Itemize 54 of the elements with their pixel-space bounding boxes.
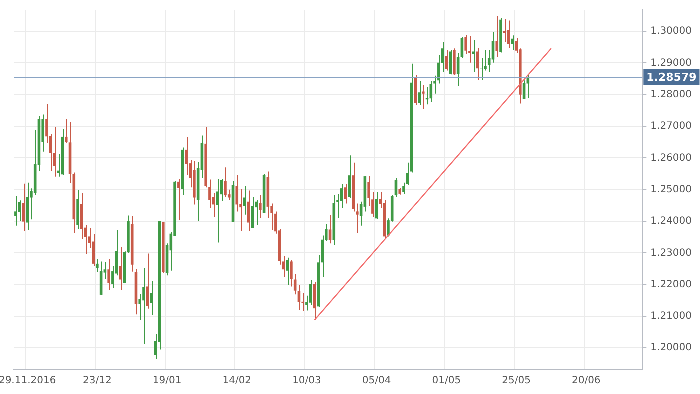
candlestick [496,16,499,58]
candlestick [422,84,425,110]
candlestick [64,119,68,144]
candlestick [328,214,332,244]
candlestick [456,52,460,86]
candlestick [236,174,239,212]
candlestick [216,178,220,244]
y-tick-label: 1.21000 [650,311,692,322]
x-tick-label: 01/05 [432,376,462,387]
candlestick [522,80,526,100]
candlestick [119,246,122,292]
candlestick [142,268,146,345]
candlestick [286,257,289,286]
candlestick [243,186,246,216]
x-tick-label: 14/02 [222,376,252,387]
candlestick [464,34,468,55]
x-tick-label: 29.11.2016 [0,376,56,387]
x-tick-label: 05/04 [362,376,392,387]
y-tick-label: 1.26000 [650,152,692,164]
y-tick-label: 1.20000 [650,342,692,354]
ref-line-label: 1.28579 [646,70,697,84]
candlestick [247,190,250,232]
y-tick-label: 1.23000 [650,248,692,259]
candlestick [146,253,150,310]
candlestick [418,80,421,106]
candlestick [96,259,99,273]
candlestick [255,200,258,226]
y-tick-label: 1.22000 [650,279,692,290]
candlestick [100,261,103,296]
y-tick-label: 1.29000 [650,58,692,69]
candlestick [290,260,293,288]
candlestick [259,195,262,219]
candlestick [14,196,18,226]
x-tick-label: 25/05 [502,376,531,387]
y-tick-label: 1.25000 [650,184,692,196]
candlestick [224,167,227,198]
candlestick [468,36,472,64]
y-tick-label: 1.30000 [650,26,692,38]
x-tick-label: 23/12 [83,376,112,387]
candlestick [344,184,348,204]
candlestick [460,36,464,59]
y-tick-label: 1.28000 [650,89,692,100]
candlestick [449,50,452,76]
candlestick [18,200,22,222]
x-tick-label: 10/03 [292,376,322,387]
x-tick-label: 20/06 [572,376,601,387]
y-tick-label: 1.24000 [650,216,692,228]
candlestick [178,178,180,221]
x-tick-label: 19/01 [152,376,182,387]
y-tick-label: 1.27000 [650,121,692,132]
candlestick [108,259,110,292]
candlestick [356,203,359,234]
candlestick [503,18,506,42]
candlestick [22,183,26,232]
